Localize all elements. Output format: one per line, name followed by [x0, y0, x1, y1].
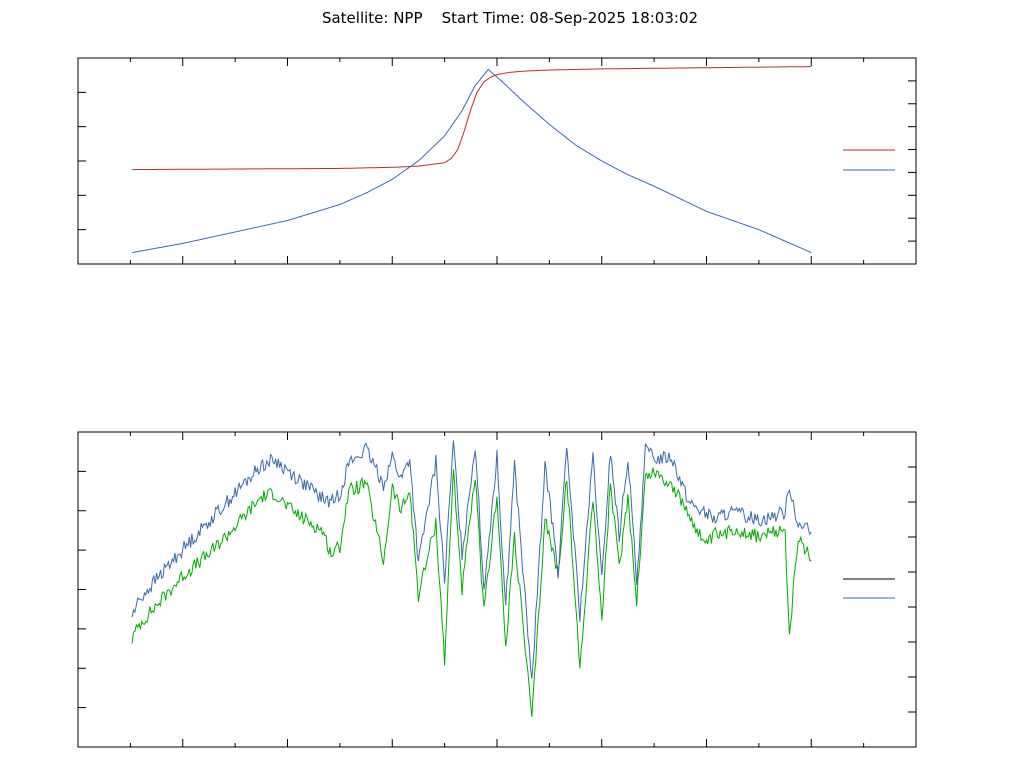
plot-frame [77, 57, 917, 265]
position-chart [77, 57, 917, 265]
receive-signal-chart [77, 431, 917, 748]
series-line-azimuth [132, 66, 812, 171]
series-line-elevation [131, 68, 812, 254]
page-title: Satellite: NPP Start Time: 08-Sep-2025 1… [322, 9, 698, 27]
series-line-ebno [131, 440, 812, 679]
plot-frame [77, 431, 917, 748]
series-line-signal-level [131, 467, 812, 717]
